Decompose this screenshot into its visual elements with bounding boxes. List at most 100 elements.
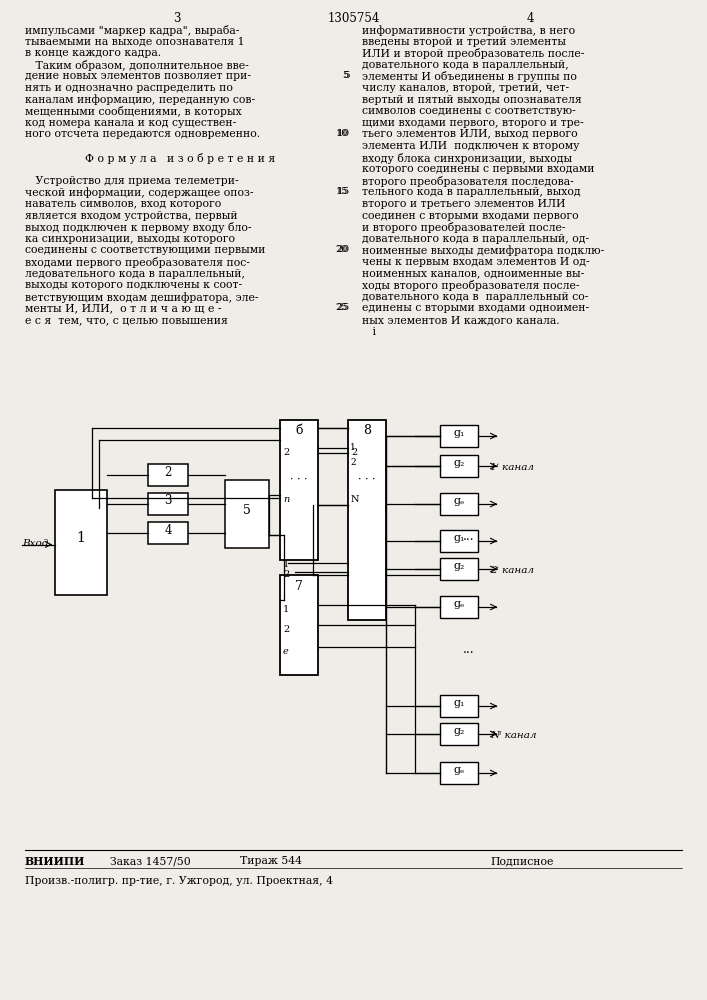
- Text: N: N: [351, 495, 359, 504]
- Text: нять и однозначно распределить по: нять и однозначно распределить по: [25, 83, 233, 93]
- Text: щими входами первого, второго и тре-: щими входами первого, второго и тре-: [362, 118, 583, 128]
- Text: 10: 10: [337, 129, 350, 138]
- Text: ветствующим входам дешифратора, эле-: ветствующим входам дешифратора, эле-: [25, 292, 259, 303]
- Text: 4: 4: [526, 12, 534, 25]
- Text: 1ⁱ канал: 1ⁱ канал: [490, 463, 534, 472]
- Text: 1: 1: [350, 443, 356, 452]
- Text: 5: 5: [342, 71, 348, 80]
- Text: e: e: [283, 647, 288, 656]
- Text: е с я  тем, что, с целью повышения: е с я тем, что, с целью повышения: [25, 315, 228, 325]
- Text: Nⁱ канал: Nⁱ канал: [490, 731, 537, 740]
- Text: введены второй и третий элементы: введены второй и третий элементы: [362, 37, 566, 47]
- Text: довательного кода в  параллельный со-: довательного кода в параллельный со-: [362, 292, 588, 302]
- Text: 2: 2: [283, 448, 289, 457]
- Text: Устройство для приема телеметри-: Устройство для приема телеметри-: [25, 176, 239, 186]
- Bar: [148, 464, 188, 486]
- Text: 15: 15: [337, 187, 350, 196]
- Text: 1305754: 1305754: [328, 12, 380, 25]
- Text: i: i: [362, 327, 376, 337]
- Text: 25: 25: [336, 303, 348, 312]
- Text: n: n: [283, 495, 289, 504]
- Text: символов соединены с соответствую-: символов соединены с соответствую-: [362, 106, 575, 116]
- Bar: [440, 762, 478, 784]
- Text: ледовательного кода в параллельный,: ледовательного кода в параллельный,: [25, 269, 245, 279]
- Text: в конце каждого кадра.: в конце каждого кадра.: [25, 48, 161, 58]
- Text: ноименных каналов, одноименные вы-: ноименных каналов, одноименные вы-: [362, 269, 584, 279]
- Text: менты И, ИЛИ,  о т л и ч а ю щ е -: менты И, ИЛИ, о т л и ч а ю щ е -: [25, 303, 221, 313]
- Text: вертый и пятый выходы опознавателя: вертый и пятый выходы опознавателя: [362, 95, 582, 105]
- Bar: [440, 455, 478, 477]
- Text: ходы второго преобразователя после-: ходы второго преобразователя после-: [362, 280, 580, 291]
- Bar: [440, 596, 478, 618]
- Bar: [348, 420, 386, 620]
- Text: 5: 5: [243, 504, 251, 518]
- Text: gₑ: gₑ: [453, 496, 464, 506]
- Text: 20: 20: [336, 245, 348, 254]
- Bar: [225, 480, 269, 548]
- Bar: [55, 490, 107, 595]
- Text: gₑ: gₑ: [453, 765, 464, 775]
- Text: ка синхронизации, выходы которого: ка синхронизации, выходы которого: [25, 234, 235, 244]
- Text: 25: 25: [337, 303, 350, 312]
- Bar: [280, 575, 318, 675]
- Text: Тираж 544: Тираж 544: [240, 856, 302, 866]
- Text: Заказ 1457/50: Заказ 1457/50: [110, 856, 191, 866]
- Text: 20: 20: [337, 245, 350, 254]
- Bar: [440, 530, 478, 552]
- Text: ...: ...: [463, 530, 475, 543]
- Text: соединены с соответствующими первыми: соединены с соответствующими первыми: [25, 245, 265, 255]
- Text: ноименные выходы демифратора подклю-: ноименные выходы демифратора подклю-: [362, 245, 604, 256]
- Text: 2: 2: [164, 466, 172, 479]
- Bar: [440, 493, 478, 515]
- Text: является входом устройства, первый: является входом устройства, первый: [25, 211, 238, 221]
- Text: элементы И объединены в группы по: элементы И объединены в группы по: [362, 71, 577, 82]
- Text: код номера канала и код существен-: код номера канала и код существен-: [25, 118, 236, 128]
- Text: 2: 2: [283, 625, 289, 634]
- Text: g₁: g₁: [453, 533, 464, 543]
- Text: g₂: g₂: [453, 561, 464, 571]
- Text: выходы которого подключены к соот-: выходы которого подключены к соот-: [25, 280, 242, 290]
- Text: 4: 4: [164, 524, 172, 536]
- Text: второго и третьего элементов ИЛИ: второго и третьего элементов ИЛИ: [362, 199, 566, 209]
- Text: тьего элементов ИЛИ, выход первого: тьего элементов ИЛИ, выход первого: [362, 129, 578, 139]
- Text: 1: 1: [283, 605, 289, 614]
- Text: · · ·: · · ·: [291, 475, 308, 485]
- Text: единены с вторыми входами одноимен-: единены с вторыми входами одноимен-: [362, 303, 589, 313]
- Bar: [440, 723, 478, 745]
- Text: g₂: g₂: [453, 726, 464, 736]
- Text: входами первого преобразователя пос-: входами первого преобразователя пос-: [25, 257, 250, 268]
- Text: 15: 15: [336, 187, 348, 196]
- Text: 2ⁱ канал: 2ⁱ канал: [490, 566, 534, 575]
- Text: дение новых элементов позволяет при-: дение новых элементов позволяет при-: [25, 71, 251, 81]
- Text: довательного кода в параллельный, од-: довательного кода в параллельный, од-: [362, 234, 589, 244]
- Text: ...: ...: [463, 643, 475, 656]
- Text: 2: 2: [283, 570, 289, 579]
- Text: 2: 2: [350, 458, 356, 467]
- Bar: [280, 420, 318, 560]
- Text: ИЛИ и второй преобразователь после-: ИЛИ и второй преобразователь после-: [362, 48, 585, 59]
- Text: Произв.-полигр. пр-тие, г. Ужгород, ул. Проектная, 4: Произв.-полигр. пр-тие, г. Ужгород, ул. …: [25, 876, 333, 886]
- Text: б: б: [296, 424, 303, 436]
- Text: Ф о р м у л а   и з о б р е т е н и я: Ф о р м у л а и з о б р е т е н и я: [85, 153, 275, 164]
- Text: 3: 3: [173, 12, 181, 25]
- Text: тельного кода в параллельный, выход: тельного кода в параллельный, выход: [362, 187, 580, 197]
- Text: 7: 7: [295, 580, 303, 593]
- Text: ВНИИПИ: ВНИИПИ: [25, 856, 86, 867]
- Bar: [148, 493, 188, 515]
- Text: 5: 5: [344, 71, 350, 80]
- Text: g₁: g₁: [453, 698, 464, 708]
- Text: и второго преобразователей после-: и второго преобразователей после-: [362, 222, 566, 233]
- Text: элемента ИЛИ  подключен к второму: элемента ИЛИ подключен к второму: [362, 141, 580, 151]
- Text: ческой информации, содержащее опоз-: ческой информации, содержащее опоз-: [25, 187, 254, 198]
- Bar: [440, 695, 478, 717]
- Text: каналам информацию, переданную сов-: каналам информацию, переданную сов-: [25, 95, 255, 105]
- Text: входу блока синхронизации, выходы: входу блока синхронизации, выходы: [362, 153, 572, 164]
- Text: второго преобразователя последова-: второго преобразователя последова-: [362, 176, 574, 187]
- Text: чены к первым входам элементов И од-: чены к первым входам элементов И од-: [362, 257, 590, 267]
- Text: 10: 10: [336, 129, 348, 138]
- Text: Подписное: Подписное: [490, 856, 554, 866]
- Text: 2: 2: [351, 448, 357, 457]
- Text: наватель символов, вход которого: наватель символов, вход которого: [25, 199, 221, 209]
- Text: 3: 3: [164, 494, 172, 508]
- Text: выход подключен к первому входу бло-: выход подключен к первому входу бло-: [25, 222, 252, 233]
